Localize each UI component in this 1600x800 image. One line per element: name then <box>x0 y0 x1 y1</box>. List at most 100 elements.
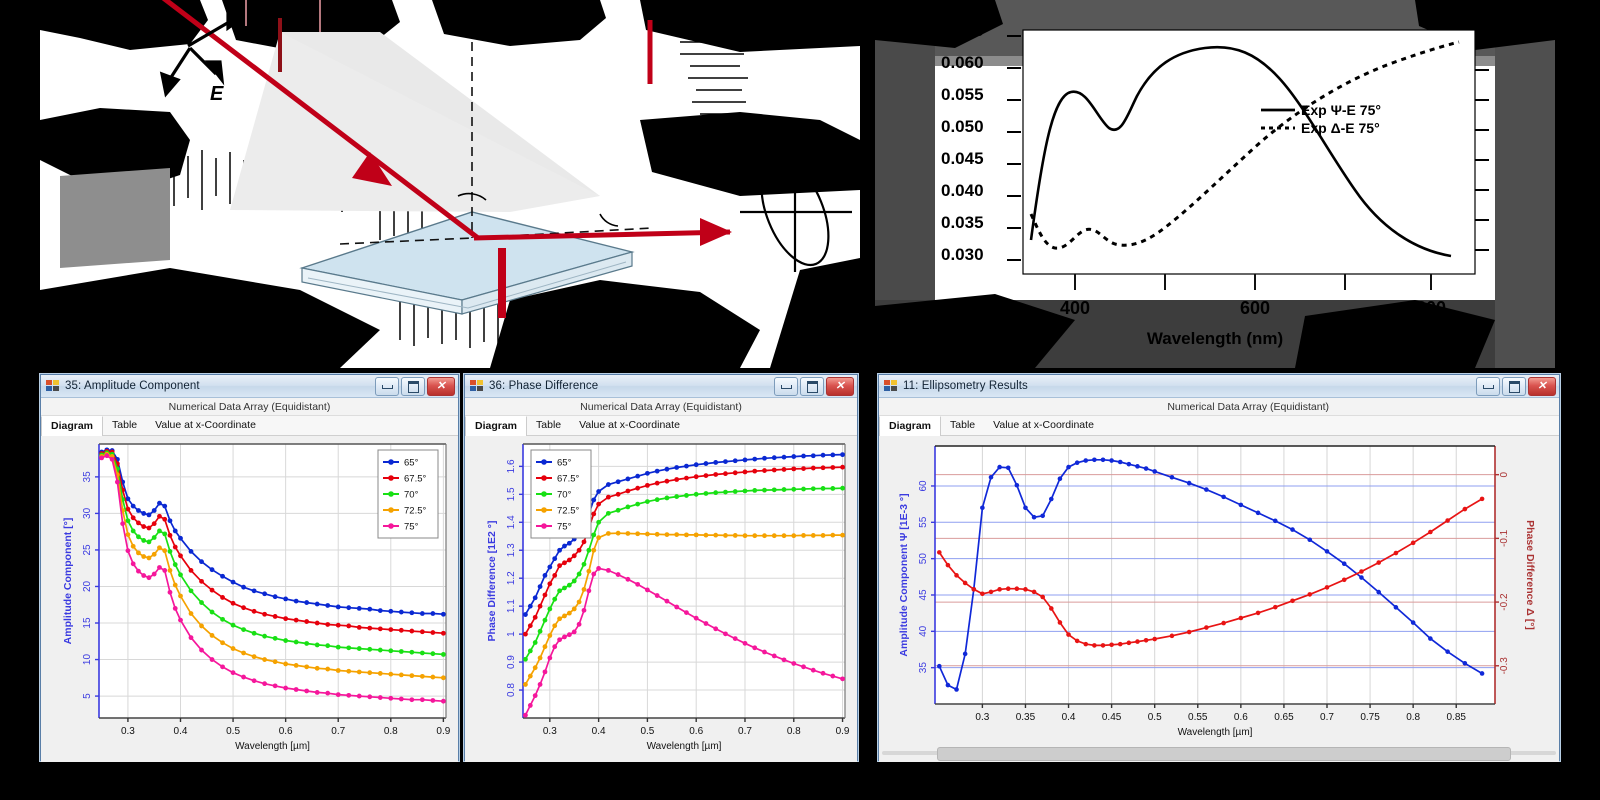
close-button[interactable]: ✕ <box>427 377 455 396</box>
svg-text:67.5°: 67.5° <box>404 474 426 485</box>
menubar[interactable]: Diagram Table Value at x-Coordinate <box>465 415 857 436</box>
svg-text:67.5°: 67.5° <box>557 474 579 485</box>
svg-text:0.9: 0.9 <box>506 655 517 669</box>
inset-psi-curve <box>1029 45 1452 258</box>
window-title: 36: Phase Difference <box>489 380 599 392</box>
tab-table[interactable]: Table <box>950 419 976 431</box>
svg-text:0.8: 0.8 <box>506 683 517 697</box>
chart-amplitude-component: 0.3 0.4 0.5 0.6 0.7 0.8 0.9 Wavelength [µm] 5 10 1… <box>41 436 456 762</box>
svg-text:15: 15 <box>82 617 93 629</box>
svg-text:35: 35 <box>918 662 929 674</box>
svg-text:0.6: 0.6 <box>689 726 703 737</box>
window-amplitude-component[interactable]: 35: Amplitude Component ✕ Numerical Data… <box>40 374 459 762</box>
svg-text:60: 60 <box>918 480 929 492</box>
svg-text:0.65: 0.65 <box>1274 712 1294 723</box>
svg-text:25: 25 <box>82 544 93 556</box>
reference-dashes <box>339 42 653 245</box>
tab-table[interactable]: Table <box>112 419 138 431</box>
svg-text:Phase Difference [1E2 °]: Phase Difference [1E2 °] <box>486 521 498 642</box>
menubar[interactable]: Diagram Table Value at x-Coordinate <box>41 415 458 436</box>
menubar[interactable]: Diagram Table Value at x-Coordinate <box>879 415 1559 436</box>
window-ellipsometry-results[interactable]: 11: Ellipsometry Results ✕ Numerical Dat… <box>878 374 1560 762</box>
svg-text:-0.3: -0.3 <box>1499 657 1510 675</box>
svg-text:0.5: 0.5 <box>640 726 654 737</box>
window-title: 35: Amplitude Component <box>65 380 200 392</box>
maximize-button[interactable] <box>1502 377 1526 396</box>
svg-text:1.1: 1.1 <box>506 599 517 613</box>
svg-text:0.45: 0.45 <box>1102 712 1122 723</box>
tab-value-at-x[interactable]: Value at x-Coordinate <box>993 419 1094 431</box>
svg-text:0.35: 0.35 <box>1016 712 1036 723</box>
svg-text:Wavelength [µm]: Wavelength [µm] <box>1178 727 1253 738</box>
maximize-button[interactable] <box>800 377 824 396</box>
titlebar[interactable]: 35: Amplitude Component ✕ <box>41 375 458 398</box>
svg-text:0.4: 0.4 <box>174 726 188 737</box>
tab-value-at-x[interactable]: Value at x-Coordinate <box>579 419 680 431</box>
subheader-text: Numerical Data Array (Equidistant) <box>1167 400 1329 413</box>
minimize-button[interactable] <box>1476 377 1500 396</box>
svg-text:0.7: 0.7 <box>331 726 345 737</box>
svg-text:0.6: 0.6 <box>279 726 293 737</box>
svg-text:0.8: 0.8 <box>787 726 801 737</box>
svg-text:70°: 70° <box>404 490 419 501</box>
inset-xaxis: 400 600 800 Wavelength (nm) <box>1060 274 1446 348</box>
scrollbar-thumb[interactable] <box>937 747 1511 761</box>
legend-label-delta: Exp Δ-E 75° <box>1301 120 1380 136</box>
titlebar[interactable]: 36: Phase Difference ✕ <box>465 375 857 398</box>
inset-ytick-0055: 0.055 <box>941 85 984 104</box>
close-button[interactable]: ✕ <box>1528 377 1556 396</box>
svg-text:-0.1: -0.1 <box>1499 529 1510 547</box>
horizontal-scrollbar[interactable] <box>882 747 1556 761</box>
svg-text:65°: 65° <box>557 458 572 469</box>
subheader: Numerical Data Array (Equidistant) <box>879 398 1559 416</box>
inset-legend: Exp Ψ-E 75° Exp Δ-E 75° <box>1261 102 1381 136</box>
shadow-wedge <box>60 168 170 268</box>
inset-delta-curve <box>1029 40 1460 250</box>
window-controls[interactable]: ✕ <box>375 377 455 396</box>
plot-area[interactable]: 0.3 0.4 0.5 0.6 0.7 0.8 0.9 Wavelength [µm] 5 10 1… <box>41 436 458 762</box>
app-icon <box>884 379 898 393</box>
svg-text:Wavelength [µm]: Wavelength [µm] <box>235 741 310 752</box>
svg-text:1: 1 <box>506 631 517 637</box>
minimize-button[interactable] <box>375 377 399 396</box>
inset-xaxis-label: Wavelength (nm) <box>1147 329 1283 348</box>
tab-diagram[interactable]: Diagram <box>41 415 104 436</box>
window-controls[interactable]: ✕ <box>774 377 854 396</box>
svg-text:0.9: 0.9 <box>436 726 450 737</box>
tab-diagram[interactable]: Diagram <box>879 415 942 436</box>
maximize-button[interactable] <box>401 377 425 396</box>
tab-table[interactable]: Table <box>536 419 562 431</box>
svg-text:45: 45 <box>918 589 929 601</box>
svg-text:0: 0 <box>1499 471 1510 477</box>
legend-label-psi: Exp Ψ-E 75° <box>1301 102 1381 118</box>
window-phase-difference[interactable]: 36: Phase Difference ✕ Numerical Data Ar… <box>464 374 858 762</box>
close-button[interactable]: ✕ <box>826 377 854 396</box>
svg-text:50: 50 <box>918 553 929 565</box>
svg-text:0.9: 0.9 <box>836 726 850 737</box>
svg-text:65°: 65° <box>404 458 419 469</box>
app-icon <box>470 379 484 393</box>
titlebar[interactable]: 11: Ellipsometry Results ✕ <box>879 375 1559 398</box>
plot-area[interactable]: 0.3 0.35 0.4 0.45 0.5 0.55 0.6 0.65 0.7 0.75 0.8 0.… <box>879 436 1559 762</box>
minimize-button[interactable] <box>774 377 798 396</box>
svg-text:0.5: 0.5 <box>226 726 240 737</box>
svg-text:0.5: 0.5 <box>1148 712 1162 723</box>
tab-diagram[interactable]: Diagram <box>465 415 528 436</box>
inset-ytick-0065: 0.065 <box>941 21 984 40</box>
svg-text:1.4: 1.4 <box>506 515 517 529</box>
reflected-beam <box>473 218 732 246</box>
subheader: Numerical Data Array (Equidistant) <box>465 398 857 416</box>
inset-plot-svg: 0.065 0.060 0.055 0.050 0.045 0.040 0.03… <box>875 0 1555 368</box>
plot-area[interactable]: 0.3 0.4 0.5 0.6 0.7 0.8 0.9 Wavelength [µm] 0.8 0… <box>465 436 857 762</box>
tab-value-at-x[interactable]: Value at x-Coordinate <box>155 419 256 431</box>
subheader-text: Numerical Data Array (Equidistant) <box>168 400 331 413</box>
svg-text:0.7: 0.7 <box>738 726 752 737</box>
window-controls[interactable]: ✕ <box>1476 377 1556 396</box>
inset-xtick-800: 800 <box>1416 298 1446 318</box>
svg-text:75°: 75° <box>404 522 419 533</box>
incident-beam <box>161 0 480 240</box>
inset-right-ticks <box>1475 39 1489 251</box>
svg-text:30: 30 <box>82 507 93 519</box>
ellipsometry-schematic: E <box>40 0 860 368</box>
